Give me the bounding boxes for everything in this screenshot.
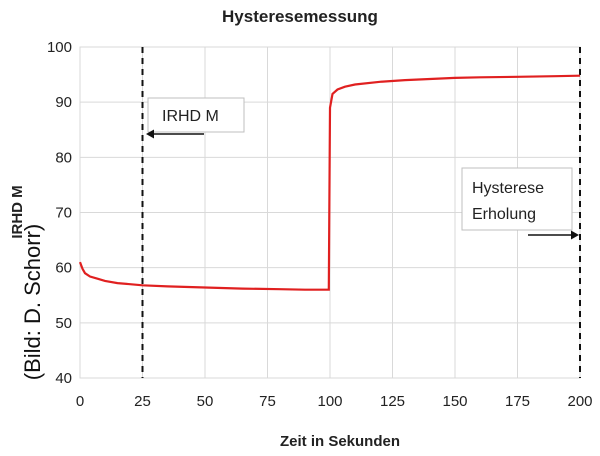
annotation-recovery-text-line1: Hysterese	[472, 180, 544, 197]
y-axis-ticks: 40 50 60 70 80 90 100	[47, 39, 72, 387]
x-tick-label: 100	[317, 393, 342, 410]
annotation-recovery-box	[461, 167, 573, 231]
x-tick-label: 0	[76, 393, 84, 410]
x-tick-label: 150	[442, 393, 467, 410]
annotation-irhd: IRHD M	[146, 97, 245, 139]
arrow-right-icon	[571, 230, 579, 240]
image-credit: (Bild: D. Schorr)	[20, 224, 45, 380]
annotation-recovery-text-line2: Erholung	[472, 206, 536, 223]
y-tick-label: 50	[55, 315, 72, 332]
x-axis-title: Zeit in Sekunden	[280, 433, 400, 450]
x-tick-label: 125	[380, 393, 405, 410]
chart-title: Hysteresemessung	[222, 7, 378, 26]
y-tick-label: 60	[55, 260, 72, 277]
annotation-irhd-box	[147, 97, 245, 133]
x-tick-label: 175	[505, 393, 530, 410]
y-tick-label: 100	[47, 39, 72, 56]
x-axis-ticks: 0 25 50 75 100 125 150 175 200	[76, 393, 593, 410]
x-tick-label: 50	[197, 393, 214, 410]
y-tick-label: 80	[55, 149, 72, 166]
x-tick-label: 75	[259, 393, 276, 410]
y-axis-title: IRHD M	[9, 185, 26, 238]
annotation-irhd-text: IRHD M	[162, 108, 219, 125]
x-tick-label: 25	[134, 393, 151, 410]
series-line-irhd	[78, 74, 581, 291]
reference-lines	[141, 47, 581, 378]
x-tick-label: 200	[567, 393, 592, 410]
y-tick-label: 40	[55, 370, 72, 387]
arrow-left-icon	[146, 129, 154, 139]
y-tick-label: 70	[55, 205, 72, 222]
annotation-hysteresis-recovery: Hysterese Erholung	[461, 167, 579, 240]
y-tick-label: 90	[55, 94, 72, 111]
